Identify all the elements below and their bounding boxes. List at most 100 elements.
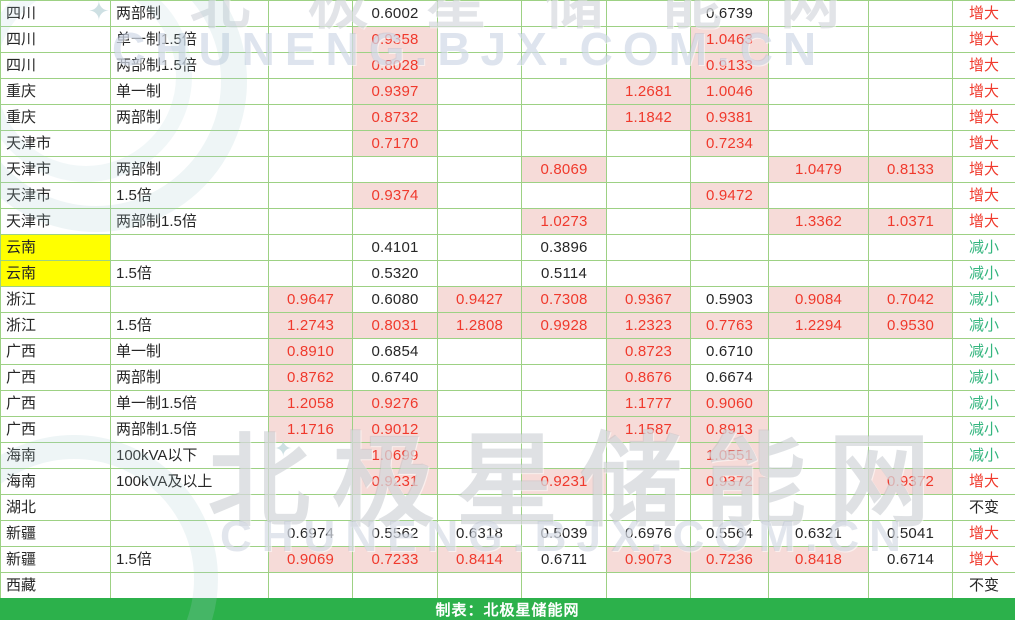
cell-category[interactable]: 1.5倍 [110,260,269,287]
cell-province[interactable]: 天津市 [0,208,111,235]
cell-value[interactable] [868,130,953,157]
cell-value[interactable]: 1.0699 [352,442,438,469]
cell-value[interactable] [437,78,522,105]
cell-value[interactable]: 0.8913 [690,416,769,443]
cell-value[interactable] [352,156,438,183]
cell-value[interactable]: 0.6710 [690,338,769,365]
cell-status[interactable]: 减小 [952,312,1015,339]
cell-status[interactable]: 增大 [952,182,1015,209]
cell-province[interactable]: 重庆 [0,104,111,131]
cell-value[interactable]: 0.5562 [352,520,438,547]
cell-value[interactable]: 0.8069 [521,156,607,183]
cell-value[interactable]: 0.9069 [268,546,353,573]
cell-value[interactable] [437,364,522,391]
cell-province[interactable]: 西藏 [0,572,111,599]
cell-value[interactable] [437,26,522,53]
cell-value[interactable] [868,260,953,287]
cell-value[interactable] [868,364,953,391]
cell-value[interactable] [437,494,522,521]
cell-value[interactable]: 1.1716 [268,416,353,443]
cell-value[interactable]: 0.5114 [521,260,607,287]
cell-value[interactable] [690,260,769,287]
cell-value[interactable] [768,494,869,521]
cell-value[interactable]: 0.3896 [521,234,607,261]
cell-value[interactable]: 0.9372 [868,468,953,495]
cell-value[interactable]: 0.9381 [690,104,769,131]
cell-value[interactable] [268,208,353,235]
cell-value[interactable]: 1.1777 [606,390,691,417]
cell-value[interactable]: 0.9427 [437,286,522,313]
cell-value[interactable]: 0.9073 [606,546,691,573]
cell-value[interactable] [768,338,869,365]
cell-province[interactable]: 海南 [0,468,111,495]
cell-value[interactable]: 0.6002 [352,0,438,27]
cell-value[interactable]: 0.6714 [868,546,953,573]
cell-value[interactable] [868,52,953,79]
cell-value[interactable]: 1.0273 [521,208,607,235]
cell-value[interactable] [437,182,522,209]
cell-province[interactable]: 云南 [0,260,111,287]
cell-value[interactable]: 0.9060 [690,390,769,417]
cell-status[interactable]: 不变 [952,494,1015,521]
cell-value[interactable] [606,572,691,599]
cell-value[interactable] [868,572,953,599]
cell-value[interactable] [606,26,691,53]
cell-status[interactable]: 增大 [952,156,1015,183]
cell-value[interactable]: 0.9928 [521,312,607,339]
cell-value[interactable] [606,234,691,261]
cell-value[interactable]: 0.9231 [521,468,607,495]
cell-province[interactable]: 天津市 [0,182,111,209]
cell-value[interactable]: 0.9084 [768,286,869,313]
cell-value[interactable] [768,78,869,105]
cell-value[interactable] [437,234,522,261]
cell-value[interactable] [268,0,353,27]
cell-value[interactable]: 0.6740 [352,364,438,391]
cell-status[interactable]: 减小 [952,364,1015,391]
cell-value[interactable] [768,260,869,287]
cell-value[interactable] [521,104,607,131]
cell-value[interactable] [437,572,522,599]
cell-status[interactable]: 增大 [952,78,1015,105]
cell-value[interactable] [868,494,953,521]
cell-value[interactable] [268,494,353,521]
cell-value[interactable]: 1.0479 [768,156,869,183]
cell-value[interactable]: 0.8133 [868,156,953,183]
cell-value[interactable]: 0.6974 [268,520,353,547]
cell-value[interactable]: 0.5039 [521,520,607,547]
cell-value[interactable]: 0.7234 [690,130,769,157]
cell-value[interactable] [768,182,869,209]
cell-value[interactable] [521,26,607,53]
cell-value[interactable] [768,0,869,27]
cell-status[interactable]: 增大 [952,0,1015,27]
cell-province[interactable]: 四川 [0,52,111,79]
cell-value[interactable] [768,442,869,469]
cell-value[interactable] [868,442,953,469]
cell-value[interactable] [268,52,353,79]
cell-province[interactable]: 广西 [0,416,111,443]
cell-value[interactable]: 0.7236 [690,546,769,573]
cell-value[interactable] [606,442,691,469]
cell-category[interactable]: 两部制 [110,156,269,183]
cell-value[interactable]: 0.8676 [606,364,691,391]
cell-value[interactable]: 0.8723 [606,338,691,365]
cell-value[interactable] [521,494,607,521]
cell-value[interactable]: 0.9372 [690,468,769,495]
cell-value[interactable] [268,468,353,495]
cell-category[interactable]: 1.5倍 [110,312,269,339]
cell-value[interactable] [690,156,769,183]
cell-value[interactable]: 1.1842 [606,104,691,131]
cell-value[interactable]: 0.5564 [690,520,769,547]
cell-value[interactable]: 0.6321 [768,520,869,547]
cell-value[interactable]: 0.8762 [268,364,353,391]
cell-value[interactable] [690,234,769,261]
cell-value[interactable]: 0.9358 [352,26,438,53]
cell-value[interactable] [768,52,869,79]
cell-value[interactable] [690,494,769,521]
cell-status[interactable]: 增大 [952,52,1015,79]
cell-value[interactable]: 0.9012 [352,416,438,443]
cell-value[interactable] [521,338,607,365]
cell-value[interactable]: 1.0046 [690,78,769,105]
cell-province[interactable]: 天津市 [0,130,111,157]
cell-value[interactable] [868,0,953,27]
cell-value[interactable] [521,364,607,391]
